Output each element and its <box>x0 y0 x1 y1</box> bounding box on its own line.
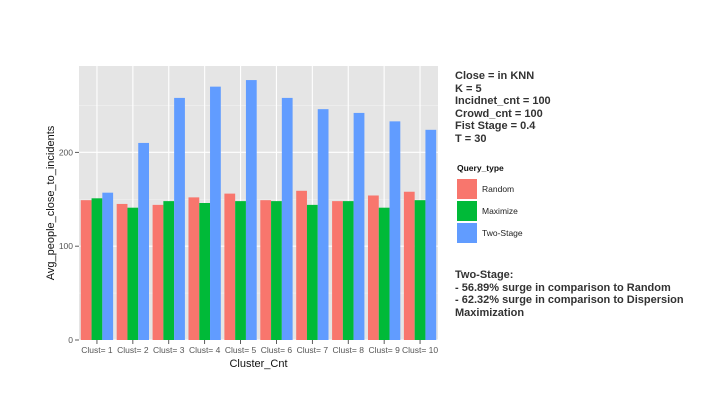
bar-random-5 <box>224 193 236 340</box>
note-title: Two-Stage: <box>455 269 514 281</box>
y-tick-label: 0 <box>68 335 73 345</box>
bar-random-3 <box>152 204 164 340</box>
bar-random-7 <box>296 190 307 340</box>
bar-maximize-1 <box>91 198 103 340</box>
bar-two-stage-6 <box>281 97 293 340</box>
x-axis-title: Cluster_Cnt <box>229 358 287 370</box>
legend-title: Query_type <box>457 163 504 173</box>
x-axis: Clust= 1 Clust= 2 Clust= 3 Clust= 4 Clust= 5… <box>81 340 438 355</box>
legend-item-maximize: Maximize <box>457 200 523 222</box>
bar-maximize-3 <box>163 201 175 340</box>
info-line: Crowd_cnt = 100 <box>455 107 543 120</box>
bar-random-2 <box>116 203 128 340</box>
bar-two-stage-3 <box>174 97 185 340</box>
legend-item-two-stage: Two-Stage <box>457 222 523 244</box>
y-axis-title: Avg_people_close_to_incidents <box>45 125 57 280</box>
x-tick-label: Clust= 9 <box>368 345 400 355</box>
two-stage-note: Two-Stage: - 56.89% surge in comparison … <box>455 269 684 319</box>
x-tick-label: Clust= 10 <box>402 345 438 355</box>
bar-random-9 <box>367 195 379 340</box>
y-tick-label: 200 <box>59 147 73 157</box>
parameter-info: Close = in KNN K = 5 Incidnet_cnt = 100 … <box>455 70 551 145</box>
bar-maximize-8 <box>342 201 354 340</box>
info-line: K = 5 <box>455 82 482 95</box>
info-line: Incidnet_cnt = 100 <box>455 95 551 107</box>
bar-random-4 <box>188 197 200 340</box>
bar-maximize-6 <box>271 201 282 340</box>
bar-maximize-2 <box>127 207 139 340</box>
legend-key-random <box>457 179 477 199</box>
x-tick-label: Clust= 4 <box>189 345 221 355</box>
bar-two-stage-9 <box>389 121 401 341</box>
note-line: Maximization <box>455 306 525 319</box>
x-tick-label: Clust= 2 <box>117 345 149 355</box>
legend-label-random: Random <box>482 184 515 194</box>
bar-two-stage-8 <box>353 112 365 340</box>
note-line: - 56.89% surge in comparison to Random <box>455 281 671 294</box>
x-tick-label: Clust= 3 <box>153 345 185 355</box>
bar-random-8 <box>332 201 343 340</box>
x-tick-label: Clust= 8 <box>333 345 365 355</box>
legend-item-random: Random <box>457 178 523 200</box>
x-tick-label: Clust= 5 <box>225 345 257 355</box>
bars <box>80 80 437 341</box>
y-tick-label: 100 <box>59 241 73 251</box>
bar-maximize-10 <box>414 200 426 340</box>
x-tick-label: Clust= 6 <box>261 345 293 355</box>
bar-two-stage-2 <box>138 142 150 340</box>
legend-label-two-stage: Two-Stage <box>482 228 523 238</box>
bar-two-stage-1 <box>102 192 114 340</box>
bar-maximize-5 <box>235 201 246 340</box>
x-tick-label: Clust= 1 <box>81 345 113 355</box>
bar-two-stage-5 <box>245 80 257 340</box>
bar-maximize-7 <box>306 204 318 340</box>
legend: Query_type Random Maximize Two-Stage <box>457 163 523 244</box>
legend-label-maximize: Maximize <box>482 206 518 216</box>
info-line: Fist Stage = 0.4 <box>455 120 536 132</box>
legend-key-two-stage <box>457 223 477 243</box>
bar-random-10 <box>403 191 415 340</box>
bar-random-1 <box>80 200 92 340</box>
bar-random-6 <box>260 200 272 340</box>
info-line: Close = in KNN <box>455 70 535 82</box>
info-line: T = 30 <box>455 132 487 145</box>
bar-two-stage-4 <box>210 86 221 341</box>
bar-two-stage-10 <box>425 129 437 340</box>
bar-maximize-4 <box>199 203 211 340</box>
bar-maximize-9 <box>378 207 390 340</box>
note-line: - 62.32% surge in comparison to Dispersi… <box>455 294 684 306</box>
legend-key-maximize <box>457 201 477 221</box>
x-tick-label: Clust= 7 <box>297 345 329 355</box>
y-axis: 0 100 200 <box>59 147 79 345</box>
bar-two-stage-7 <box>317 109 329 340</box>
